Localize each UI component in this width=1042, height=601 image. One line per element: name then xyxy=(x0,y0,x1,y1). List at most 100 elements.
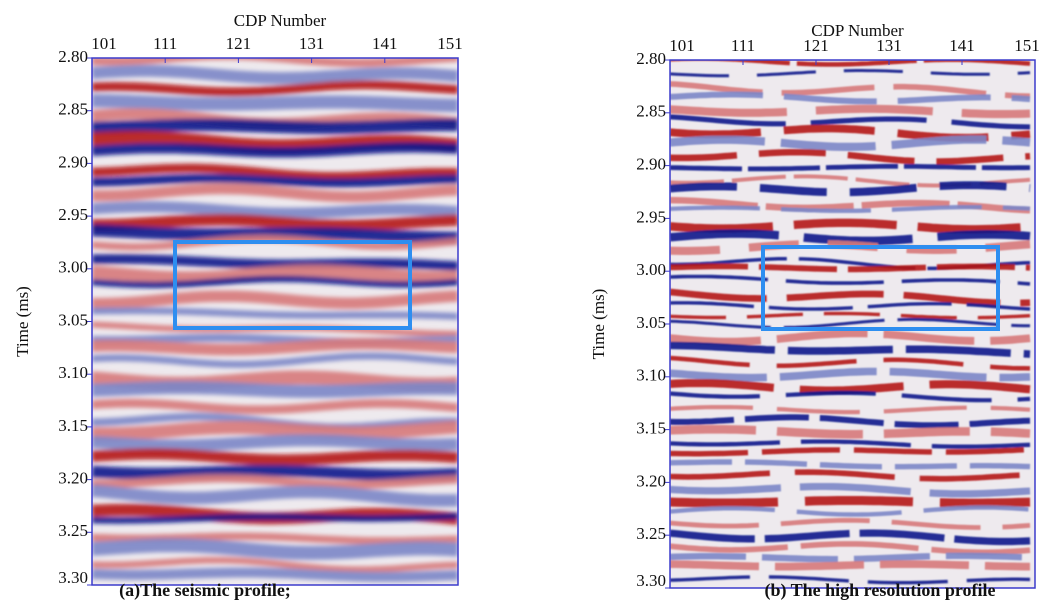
seismic-event xyxy=(670,163,1031,172)
seismic-event xyxy=(92,381,458,398)
seismic-event xyxy=(92,142,458,158)
seismic-event xyxy=(92,201,458,219)
seismic-event xyxy=(670,469,1031,482)
y-tick-label: 2.90 xyxy=(58,152,88,171)
seismic-event xyxy=(92,512,458,524)
seismic-event xyxy=(92,474,458,489)
seismic-texture xyxy=(92,58,458,582)
y-tick-label: 2.90 xyxy=(636,155,666,174)
seismic-event xyxy=(670,60,1031,67)
seismic-event xyxy=(92,434,458,452)
seismic-event xyxy=(92,464,458,482)
y-tick-label: 3.00 xyxy=(58,258,88,277)
y-tick-label: 3.30 xyxy=(636,571,666,590)
y-tick-label: 2.95 xyxy=(58,205,88,224)
x-tick-label: 141 xyxy=(372,34,398,53)
seismic-event xyxy=(670,575,1031,585)
y-tick-label: 3.25 xyxy=(636,524,666,543)
seismic-event xyxy=(670,517,1031,530)
caption: (b) The high resolution profile xyxy=(764,580,995,601)
y-tick-label: 2.80 xyxy=(636,49,666,68)
seismic-event xyxy=(670,529,1031,546)
y-tick-label: 2.85 xyxy=(58,100,88,119)
seismic-event xyxy=(670,378,1031,395)
seismic-event xyxy=(670,204,1031,214)
seismic-event xyxy=(670,341,1031,358)
seismic-event xyxy=(670,446,1031,457)
x-tick-label: 101 xyxy=(91,34,117,53)
seismic-event xyxy=(92,448,458,466)
x-tick-label: 131 xyxy=(876,36,902,55)
x-tick-label: 141 xyxy=(949,36,975,55)
seismic-event xyxy=(92,235,458,251)
y-tick-label: 3.00 xyxy=(636,260,666,279)
seismic-event xyxy=(670,288,1031,307)
seismic-event xyxy=(670,560,1030,571)
seismic-event xyxy=(92,163,458,181)
y-tick-label: 2.85 xyxy=(636,102,666,121)
seismic-event xyxy=(670,541,1031,556)
y-tick-label: 3.10 xyxy=(58,363,88,382)
x-tick-label: 101 xyxy=(669,36,695,55)
x-tick-label: 121 xyxy=(803,36,829,55)
seismic-event xyxy=(92,307,458,320)
seismic-event xyxy=(92,275,458,289)
y-tick-label: 3.25 xyxy=(58,521,88,540)
seismic-event xyxy=(670,329,1031,346)
seismic-event xyxy=(92,264,458,285)
seismic-event xyxy=(92,420,458,441)
seismic-event xyxy=(670,274,1031,286)
seismic-event xyxy=(92,254,458,272)
x-axis-label: CDP Number xyxy=(811,21,904,40)
seismic-event xyxy=(92,567,458,582)
seismic-event xyxy=(670,552,1031,563)
x-tick-label: 111 xyxy=(153,34,177,53)
y-tick-label: 3.05 xyxy=(636,313,666,332)
y-tick-label: 3.15 xyxy=(58,416,88,435)
seismic-event xyxy=(670,405,1031,415)
seismic-event xyxy=(92,484,458,507)
y-tick-label: 2.95 xyxy=(636,207,666,226)
seismic-event xyxy=(670,355,1031,371)
seismic-event xyxy=(670,439,1031,449)
seismic-event xyxy=(670,149,1031,165)
y-axis-label: Time (ms) xyxy=(13,286,32,357)
seismic-event xyxy=(670,263,1031,273)
seismic-event xyxy=(92,352,458,368)
y-axis-label: Time (ms) xyxy=(589,289,608,360)
seismic-event xyxy=(670,69,1031,78)
seismic-event xyxy=(92,290,458,310)
seismic-event xyxy=(92,224,458,245)
x-axis-label: CDP Number xyxy=(234,11,327,30)
y-tick-label: 3.15 xyxy=(636,419,666,438)
x-tick-label: 111 xyxy=(731,36,755,55)
seismic-event xyxy=(670,301,1031,311)
seismic-event xyxy=(670,459,1031,470)
seismic-event xyxy=(670,181,1031,197)
seismic-event xyxy=(670,414,1031,429)
seismic-event xyxy=(92,532,458,545)
seismic-event xyxy=(670,317,1031,329)
seismic-event xyxy=(92,94,458,113)
seismic-event xyxy=(670,218,1031,234)
seismic-event xyxy=(92,337,458,356)
seismic-event xyxy=(92,556,458,573)
seismic-event xyxy=(670,496,1031,508)
seismic-event xyxy=(92,213,458,232)
y-tick-label: 3.20 xyxy=(636,471,666,490)
seismic-event xyxy=(92,80,458,97)
seismic-event xyxy=(670,81,1031,99)
y-tick-label: 3.10 xyxy=(636,366,666,385)
seismic-event xyxy=(92,118,458,135)
seismic-event xyxy=(670,135,1031,151)
x-tick-label: 151 xyxy=(437,34,463,53)
x-tick-label: 131 xyxy=(299,34,325,53)
seismic-event xyxy=(670,114,1031,130)
seismic-event xyxy=(670,91,1031,105)
seismic-event xyxy=(670,367,1031,382)
x-tick-label: 121 xyxy=(226,34,252,53)
highlight-box xyxy=(173,240,412,330)
seismic-event xyxy=(670,425,1031,439)
x-tick-label: 151 xyxy=(1014,36,1040,55)
